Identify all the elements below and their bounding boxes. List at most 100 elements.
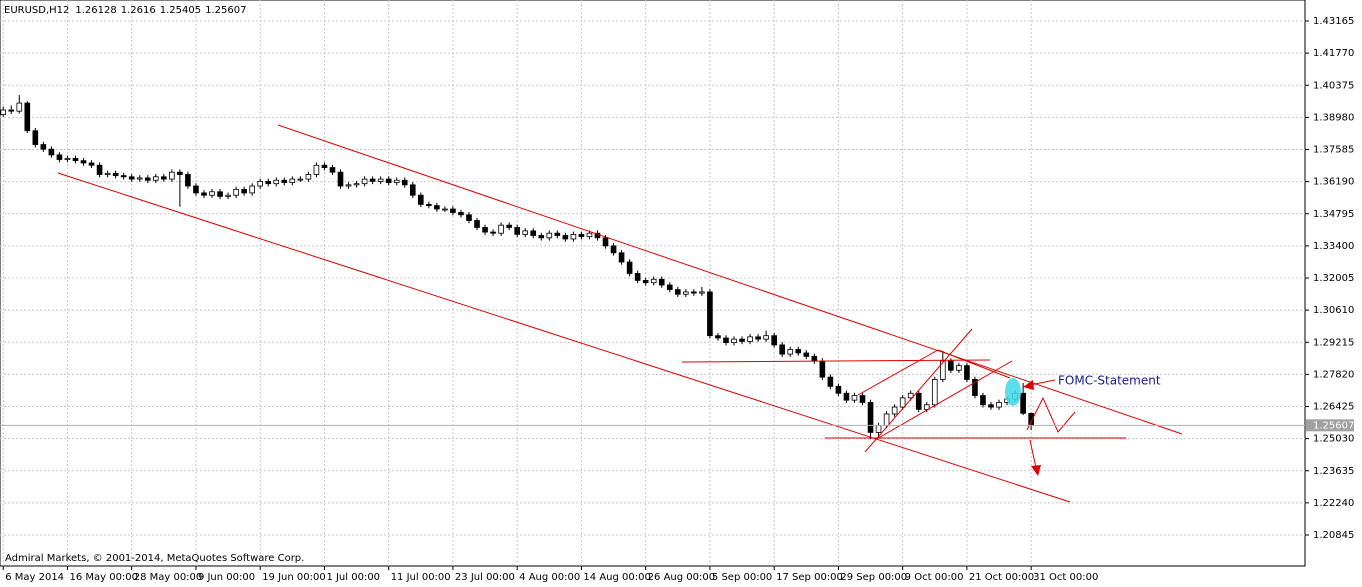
candle-body — [666, 284, 673, 291]
candles — [0, 95, 1034, 440]
candle-body — [683, 291, 689, 295]
candle-body — [923, 404, 930, 410]
x-tick-label: 1 Jul 00:00 — [326, 572, 380, 583]
candle-body — [554, 232, 561, 236]
candle-body — [811, 356, 818, 362]
candle-body — [482, 227, 488, 233]
candle-body — [707, 291, 713, 337]
candle-body — [538, 235, 545, 239]
candle-body — [56, 154, 63, 160]
candle-body — [361, 178, 368, 185]
candle-body — [899, 397, 906, 408]
candle-body — [136, 177, 143, 180]
candle-body — [72, 157, 79, 162]
y-tick-label: 1.30610 — [1313, 305, 1354, 316]
candle-body — [112, 172, 119, 177]
candle-body — [40, 144, 47, 150]
candle-body — [305, 174, 312, 180]
trend-line — [874, 360, 1013, 441]
x-tick-label: 5 Sep 00:00 — [712, 572, 772, 583]
candle-body — [980, 395, 986, 406]
x-tick-label: 31 Oct 00:00 — [1033, 572, 1098, 583]
candle-body — [329, 167, 336, 173]
candle-body — [64, 157, 71, 160]
candle-body — [514, 227, 520, 235]
candle-body — [265, 180, 272, 185]
candle-body — [466, 214, 472, 221]
candle-body — [658, 278, 665, 286]
candle-body — [835, 385, 842, 394]
candle-body — [241, 189, 247, 194]
candle-body — [8, 109, 15, 112]
candle-body — [956, 365, 962, 371]
grid — [0, 0, 1305, 566]
candle-body — [715, 335, 721, 339]
close: 1.25607 — [205, 5, 246, 16]
candle-body — [940, 360, 946, 380]
candle-body — [409, 184, 416, 196]
candle-body — [747, 336, 753, 342]
y-tick-label: 1.29215 — [1313, 337, 1354, 348]
y-tick-label: 1.34795 — [1313, 209, 1354, 220]
candle-body — [24, 102, 31, 132]
candle-body — [562, 235, 569, 240]
candle-body — [426, 204, 432, 206]
y-tick-label: 1.37585 — [1313, 145, 1354, 156]
candle-body — [642, 280, 649, 284]
arrow-head — [1031, 465, 1041, 476]
candle-body — [257, 180, 264, 187]
candle-body — [442, 208, 448, 211]
candle-body — [618, 252, 625, 263]
candle-body — [104, 172, 111, 175]
candle-body — [931, 379, 938, 406]
candle-body — [948, 360, 954, 371]
candle-body — [634, 273, 641, 281]
candle-body — [498, 224, 504, 234]
candle-body — [843, 392, 850, 401]
candle-body — [16, 102, 23, 112]
candle-body — [891, 406, 898, 415]
y-tick-label: 1.25030 — [1313, 434, 1354, 445]
arrow — [1029, 439, 1037, 469]
x-tick-label: 29 Sep 00:00 — [840, 572, 907, 583]
candle-body — [458, 212, 464, 216]
symbol: EURUSD,H12 — [4, 5, 69, 16]
arrow — [1029, 379, 1056, 386]
candle-body — [674, 289, 681, 295]
candle-body — [169, 171, 175, 180]
y-tick-label: 1.27820 — [1313, 369, 1354, 380]
trend-line — [681, 359, 991, 363]
trend-line — [57, 172, 1071, 503]
trend-line — [937, 349, 1011, 379]
candle-body — [506, 224, 512, 228]
candle-body — [602, 237, 609, 247]
candle-body — [209, 191, 215, 196]
footer: Admiral Markets, © 2001-2014, MetaQuotes… — [5, 553, 304, 564]
candle-body — [819, 360, 826, 378]
candle-body — [578, 233, 585, 238]
candle-body — [803, 352, 810, 357]
candle-body — [522, 230, 529, 235]
candle-body — [337, 171, 344, 187]
candle-body — [546, 232, 553, 239]
candle-body — [731, 338, 737, 343]
candle-body — [570, 233, 577, 240]
candle-body — [385, 178, 392, 183]
x-tick-label: 9 Oct 00:00 — [905, 572, 964, 583]
open: 1.26128 — [75, 5, 116, 16]
candle-body — [699, 291, 705, 294]
candle-body — [827, 376, 834, 387]
candle-body — [851, 395, 858, 401]
x-tick-label: 16 May 00:00 — [69, 572, 138, 583]
y-tick-label: 1.32005 — [1313, 273, 1354, 284]
candle-body — [723, 337, 729, 343]
candle-body — [48, 148, 55, 156]
candle-body — [345, 184, 352, 187]
x-tick-label: 26 Aug 00:00 — [648, 572, 715, 583]
candle-body — [964, 365, 970, 380]
candle-body — [859, 395, 866, 403]
y-tick-label: 1.23635 — [1313, 466, 1354, 477]
candle-body — [201, 192, 207, 196]
